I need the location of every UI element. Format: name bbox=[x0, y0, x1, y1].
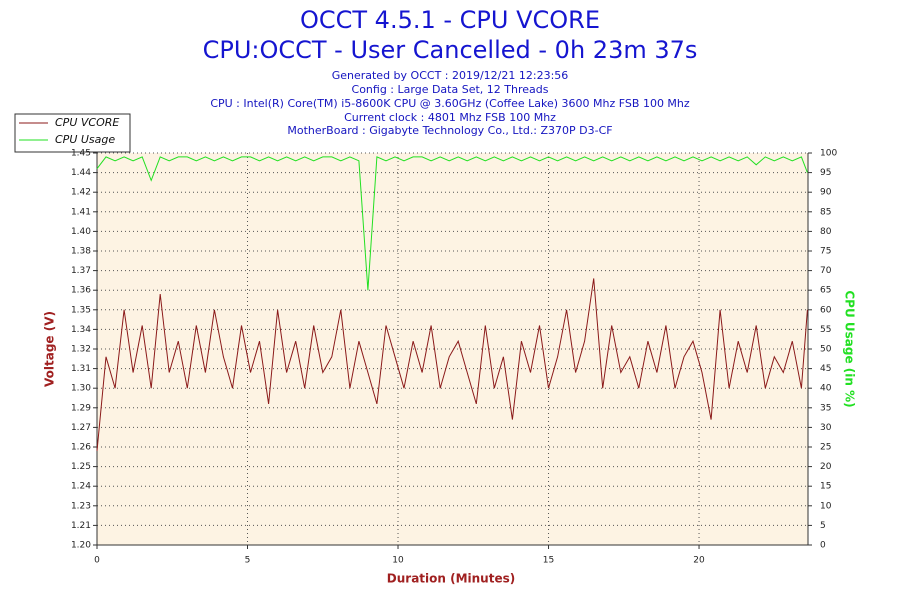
y-tick-label: 1.32 bbox=[71, 345, 91, 355]
y-tick-label: 1.23 bbox=[71, 501, 91, 511]
y-tick-label: 1.29 bbox=[71, 403, 91, 413]
y-tick-label: 1.36 bbox=[71, 286, 91, 296]
y2-tick-label: 0 bbox=[820, 541, 826, 551]
y2-tick-label: 80 bbox=[820, 227, 832, 237]
x-tick-label: 5 bbox=[245, 556, 251, 566]
y2-tick-label: 30 bbox=[820, 423, 832, 433]
y-tick-label: 1.25 bbox=[71, 462, 91, 472]
y-axis-label: Voltage (V) bbox=[43, 311, 57, 387]
info-line: Config : Large Data Set, 12 Threads bbox=[352, 83, 549, 96]
y2-tick-label: 65 bbox=[820, 286, 831, 296]
y2-tick-label: 55 bbox=[820, 325, 831, 335]
chart-title: OCCT 4.5.1 - CPU VCORE bbox=[300, 6, 600, 34]
legend-box bbox=[14, 113, 131, 153]
info-line: MotherBoard : Gigabyte Technology Co., L… bbox=[287, 124, 612, 137]
y-tick-label: 1.30 bbox=[71, 384, 91, 394]
y2-tick-label: 20 bbox=[820, 462, 832, 472]
y2-tick-label: 5 bbox=[820, 521, 826, 531]
chart-subtitle: CPU:OCCT - User Cancelled - 0h 23m 37s bbox=[203, 36, 698, 64]
y2-tick-label: 15 bbox=[820, 482, 831, 492]
y-tick-label: 1.42 bbox=[71, 188, 91, 198]
y2-tick-label: 60 bbox=[820, 305, 832, 315]
info-line: Generated by OCCT : 2019/12/21 12:23:56 bbox=[332, 69, 569, 82]
x-tick-label: 15 bbox=[543, 556, 554, 566]
y-tick-label: 1.34 bbox=[71, 325, 91, 335]
y-tick-label: 1.38 bbox=[71, 247, 91, 257]
y2-tick-label: 85 bbox=[820, 207, 831, 217]
y2-tick-label: 40 bbox=[820, 384, 832, 394]
x-tick-label: 20 bbox=[693, 556, 705, 566]
x-tick-label: 0 bbox=[94, 556, 100, 566]
series-line bbox=[96, 278, 808, 451]
y-tick-label: 1.35 bbox=[71, 305, 91, 315]
y-tick-label: 1.44 bbox=[71, 168, 91, 178]
y-tick-label: 1.27 bbox=[71, 423, 91, 433]
y-tick-label: 1.26 bbox=[71, 443, 91, 453]
legend-label: CPU VCORE bbox=[55, 116, 119, 129]
y2-tick-label: 75 bbox=[820, 247, 831, 257]
y2-tick-label: 10 bbox=[820, 501, 832, 511]
y-tick-label: 1.21 bbox=[71, 521, 91, 531]
y-tick-label: 1.37 bbox=[71, 266, 91, 276]
y-tick-label: 1.20 bbox=[71, 541, 91, 551]
y2-tick-label: 50 bbox=[820, 345, 832, 355]
series-line bbox=[96, 156, 808, 291]
legend: CPU VCORE CPU Usage bbox=[14, 113, 131, 153]
y-tick-label: 1.24 bbox=[71, 482, 91, 492]
y-tick-label: 1.40 bbox=[71, 227, 91, 237]
y2-tick-label: 100 bbox=[820, 149, 837, 159]
y-tick-label: 1.31 bbox=[71, 364, 91, 374]
y2-tick-label: 95 bbox=[820, 168, 831, 178]
y2-tick-label: 35 bbox=[820, 403, 831, 413]
x-tick-label: 10 bbox=[392, 556, 404, 566]
y2-axis-label: CPU Usage (in %) bbox=[843, 290, 857, 407]
y-tick-label: 1.45 bbox=[71, 149, 91, 159]
info-line: Current clock : 4801 Mhz FSB 100 Mhz bbox=[344, 111, 556, 124]
x-axis-label: Duration (Minutes) bbox=[387, 572, 515, 586]
y2-tick-label: 70 bbox=[820, 266, 832, 276]
y2-tick-label: 90 bbox=[820, 188, 832, 198]
legend-label: CPU Usage bbox=[55, 133, 115, 146]
y-tick-label: 1.41 bbox=[71, 207, 91, 217]
y2-tick-label: 25 bbox=[820, 443, 831, 453]
info-line: CPU : Intel(R) Core(TM) i5-8600K CPU @ 3… bbox=[210, 97, 690, 110]
y2-tick-label: 45 bbox=[820, 364, 831, 374]
